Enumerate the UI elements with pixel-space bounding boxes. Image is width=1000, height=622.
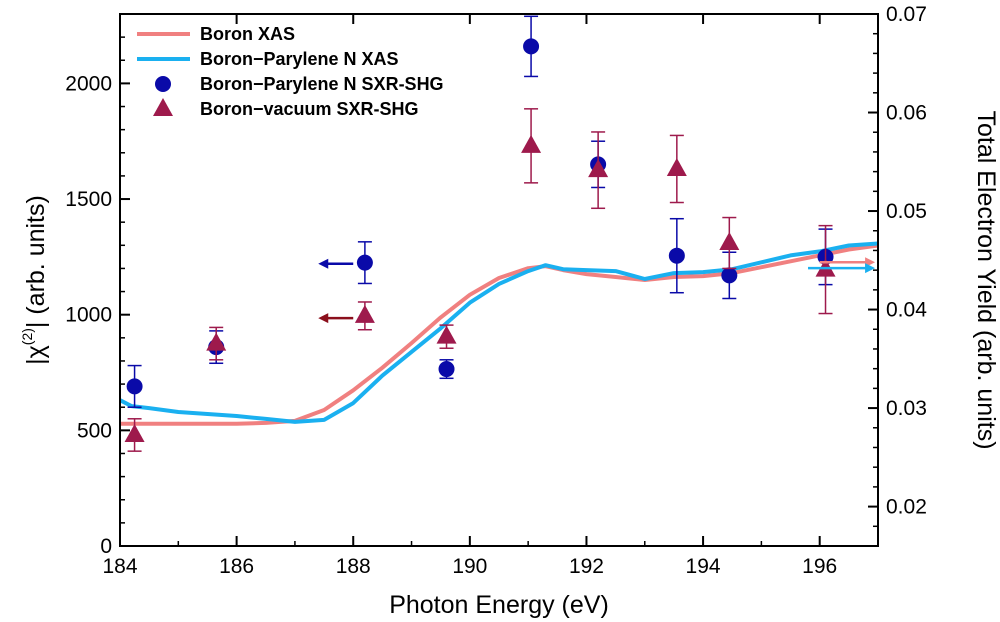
legend-circle-swatch	[155, 76, 171, 92]
shg-circle-point	[721, 267, 738, 284]
y-right-tick-label: 0.04	[886, 299, 927, 322]
x-tick-label: 196	[802, 555, 837, 578]
legend: Boron XAS Boron−Parylene N XAS Boron−Paryl…	[137, 24, 444, 119]
shg-triangle-point	[206, 332, 227, 351]
axis-layer: 184 186 188 190 192 194 196 0 500 1000 1500 2000 0.0…	[65, 3, 927, 578]
series-layer	[119, 241, 879, 426]
shg-circle-point	[438, 361, 455, 378]
y-right-tick-label: 0.02	[886, 496, 927, 519]
plot-frame	[119, 13, 879, 547]
shg-triangle-point	[124, 423, 145, 442]
x-tick-label: 192	[569, 555, 604, 578]
shg-triangle-point	[588, 159, 609, 178]
y-left-tick-label: 500	[77, 419, 112, 442]
y-right-tick-label: 0.05	[886, 200, 927, 223]
y-left-tick-label: 0	[100, 535, 112, 558]
x-tick-label: 188	[336, 555, 371, 578]
y-left-tick-label: 1000	[65, 304, 112, 327]
shg-triangle-point	[436, 325, 457, 344]
legend-label: Boron XAS	[200, 24, 295, 44]
x-tick-label: 184	[102, 555, 137, 578]
shg-triangle-point	[521, 134, 542, 153]
shg-circle-point	[356, 254, 373, 271]
y-left-tick-label: 2000	[65, 72, 112, 95]
y-left-title-sup: (2)	[19, 328, 35, 345]
y-right-tick-label: 0.07	[886, 3, 927, 26]
shg-circle-point	[668, 247, 685, 264]
y-left-title-pre: |χ	[22, 345, 50, 365]
legend-triangle-swatch	[153, 98, 173, 116]
shg-triangle-point	[719, 231, 740, 250]
x-tick-label: 190	[452, 555, 487, 578]
x-tick-label: 186	[219, 555, 254, 578]
y-axis-left-title: |χ(2)| (arb. units)	[19, 195, 50, 365]
axis-indicator-layer	[318, 257, 876, 324]
y-right-tick-label: 0.06	[886, 102, 927, 125]
axis-indicator-arrowhead	[865, 263, 876, 274]
legend-label: Boron−Parylene N SXR-SHG	[200, 74, 444, 94]
xas-line-series	[119, 241, 879, 424]
shg-circle-point	[523, 38, 540, 55]
xas-line-series	[120, 243, 879, 426]
x-tick-label: 194	[686, 555, 721, 578]
y-axis-right-title: Total Electron Yield (arb. units)	[972, 110, 1000, 449]
shg-triangle-point	[354, 304, 375, 323]
shg-circle-point	[126, 378, 143, 395]
y-right-tick-label: 0.03	[886, 397, 927, 420]
marker-layer	[124, 15, 836, 452]
legend-label: Boron−vacuum SXR-SHG	[200, 99, 419, 119]
legend-label: Boron−Parylene N XAS	[200, 49, 399, 69]
y-left-title-post: | (arb. units)	[22, 195, 50, 328]
shg-triangle-point	[666, 157, 687, 176]
axis-indicator-arrowhead	[318, 313, 329, 324]
axis-indicator-arrowhead	[318, 258, 329, 269]
x-axis-title: Photon Energy (eV)	[389, 591, 609, 619]
y-left-tick-label: 1500	[65, 188, 112, 211]
